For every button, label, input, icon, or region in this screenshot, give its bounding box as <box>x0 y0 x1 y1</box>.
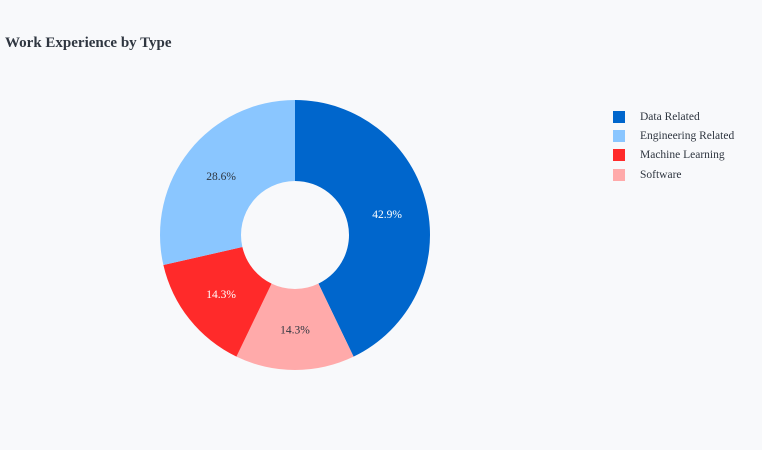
slice-label-engineering-related: 28.6% <box>206 171 236 183</box>
slice-label-data-related: 42.9% <box>372 209 402 221</box>
legend-item-machine-learning[interactable]: Machine Learning <box>613 146 734 165</box>
legend-swatch <box>613 129 625 142</box>
slice-label-machine-learning: 14.3% <box>206 289 236 301</box>
slice-machine-learning[interactable] <box>163 247 272 357</box>
slice-software[interactable] <box>236 283 354 370</box>
legend: Data Related Engineering Related Machine L… <box>613 107 734 184</box>
legend-item-engineering-related[interactable]: Engineering Related <box>613 126 734 145</box>
slice-data-related[interactable] <box>295 100 430 357</box>
legend-label: Engineering Related <box>640 129 735 142</box>
legend-item-software[interactable]: Software <box>613 165 734 184</box>
legend-swatch <box>613 168 625 181</box>
legend-item-data-related[interactable]: Data Related <box>613 107 734 126</box>
chart-title: Work Experience by Type <box>5 35 172 51</box>
slice-engineering-related[interactable] <box>160 100 295 266</box>
slice-label-software: 14.3% <box>280 325 310 337</box>
legend-label: Machine Learning <box>640 149 725 162</box>
legend-swatch <box>613 110 625 123</box>
slice-labels: 42.9% 14.3% 14.3% 28.6% <box>206 171 402 336</box>
legend-label: Data Related <box>640 110 700 123</box>
legend-swatch <box>613 149 625 162</box>
donut-slices <box>160 100 430 370</box>
legend-label: Software <box>640 168 682 181</box>
